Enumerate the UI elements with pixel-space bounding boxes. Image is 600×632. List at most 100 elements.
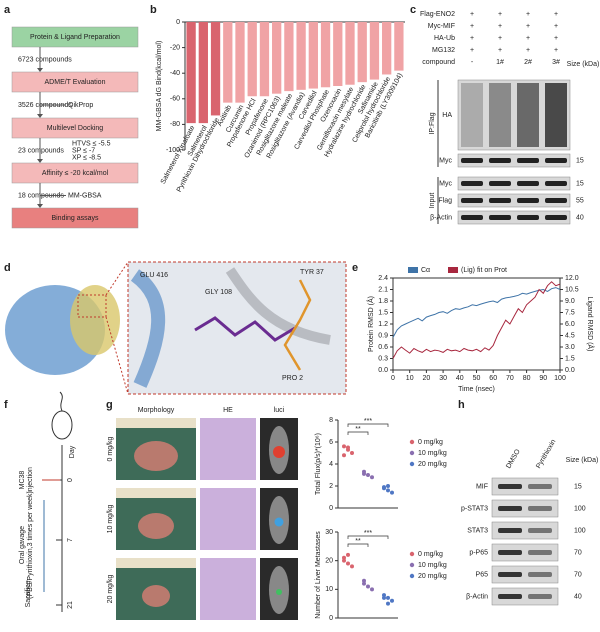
ruler xyxy=(116,418,196,428)
tick-label: 9.0 xyxy=(565,298,575,305)
bar xyxy=(333,22,343,86)
flow-step-label: Multilevel Docking xyxy=(47,125,104,132)
bar xyxy=(345,22,355,85)
point xyxy=(390,490,394,495)
tick-label: 10 xyxy=(406,375,414,382)
bar xyxy=(320,22,331,88)
blot-band xyxy=(489,158,511,163)
blot-row-label: p-STAT3 xyxy=(461,505,488,512)
flow-step-label: ADME/T Evaluation xyxy=(45,79,106,86)
helix xyxy=(130,269,166,388)
tick-label: 0 xyxy=(329,505,333,512)
tick-label: 30 xyxy=(439,375,447,382)
tick-label: 1.5 xyxy=(378,309,388,316)
blot-group-label: IP:Flag xyxy=(429,112,436,134)
legend-marker xyxy=(409,562,415,568)
point xyxy=(386,595,390,600)
blot-band xyxy=(461,181,483,186)
significance-label: ** xyxy=(355,538,361,545)
point xyxy=(342,558,346,563)
blot-row-label: Myc xyxy=(439,180,452,187)
tick-label: 0 xyxy=(329,615,333,622)
lane-mark: + xyxy=(554,47,558,54)
bar xyxy=(296,22,306,90)
blot-strip xyxy=(491,499,559,518)
lane-mark: + xyxy=(470,47,474,54)
point xyxy=(342,453,346,458)
residue-label: GLU 416 xyxy=(140,272,168,279)
flow-step xyxy=(11,207,139,229)
flow-method: MM-GBSA xyxy=(68,192,102,199)
point xyxy=(346,561,350,566)
lane-mark: + xyxy=(554,11,558,18)
tick-label: 7.5 xyxy=(565,309,575,316)
legend-label: (Lig) fit on Prot xyxy=(461,267,507,274)
lane-mark: + xyxy=(498,35,502,42)
liver xyxy=(142,585,170,607)
blot-strip xyxy=(457,153,571,168)
legend-label: Cα xyxy=(421,267,430,274)
timeline-event: Sacrifice xyxy=(25,580,32,607)
blot-band xyxy=(517,181,539,186)
point xyxy=(382,595,386,600)
row-label: 20 mg/kg xyxy=(107,574,114,603)
lane-mark: + xyxy=(470,35,474,42)
flow-arrowhead xyxy=(37,159,43,163)
blot-band xyxy=(517,215,539,220)
legend-marker xyxy=(409,450,415,456)
luci-signal xyxy=(274,517,284,527)
blot-band xyxy=(545,181,567,186)
lane-mark: + xyxy=(554,35,558,42)
blot-smear xyxy=(517,83,539,147)
tick-label: 0.3 xyxy=(378,355,388,362)
tick-label: 2 xyxy=(329,483,333,490)
blot-band xyxy=(461,198,483,203)
mouse-tail xyxy=(59,391,63,412)
lane-mark: + xyxy=(470,23,474,30)
legend-label: 20 mg/kg xyxy=(418,461,447,468)
blot-band xyxy=(528,572,552,577)
significance-bracket xyxy=(347,543,369,547)
blot-row-label: p-P65 xyxy=(469,549,488,556)
significance-bracket xyxy=(347,423,389,427)
flow-arrowhead xyxy=(37,114,43,118)
tick-label: -40 xyxy=(170,70,180,77)
condition-label: HA-Ub xyxy=(434,35,455,42)
tick-label: 1.2 xyxy=(378,321,388,328)
blot-strip xyxy=(491,543,559,562)
blot-strip xyxy=(457,176,571,191)
liver xyxy=(138,513,174,539)
residue-label: TYR 37 xyxy=(300,269,324,276)
tick-label: 0.9 xyxy=(378,332,388,339)
flow-criterion: SP ≤ -7 xyxy=(72,147,95,154)
y-axis-label: Total Flux(p/s)*(10⁶) xyxy=(315,433,322,495)
blot-size: 70 xyxy=(574,571,582,578)
blot-band xyxy=(545,215,567,220)
bar xyxy=(223,22,233,103)
timeline-event: injection xyxy=(27,467,34,493)
blot-row-label: P65 xyxy=(476,571,489,578)
tick-label: 0.0 xyxy=(565,367,575,374)
series-line xyxy=(392,281,561,359)
blot-strip xyxy=(491,521,559,540)
flow-criterion: HTVS ≤ -5.5 xyxy=(72,140,111,147)
blot-band xyxy=(528,594,552,599)
row-label: 0 mg/kg xyxy=(107,436,114,461)
y-axis-label: MM-GBSA dG Bind(kcal/mol) xyxy=(156,41,163,132)
blot-row-label: HA xyxy=(442,112,452,119)
blot-strip xyxy=(491,587,559,606)
tick-label: 60 xyxy=(489,375,497,382)
tick-label: 12.0 xyxy=(565,275,579,282)
tick-label: 0.6 xyxy=(378,344,388,351)
condition-label: Myc-MIF xyxy=(428,23,455,30)
flow-step xyxy=(11,162,139,184)
flow-step-label: Protein & Ligand Preparation xyxy=(30,34,120,41)
residue-label: GLY 108 xyxy=(205,289,232,296)
tick-label: 4 xyxy=(329,461,333,468)
blot-band xyxy=(498,594,522,599)
lane-mark: + xyxy=(498,23,502,30)
lane-mark: + xyxy=(526,11,530,18)
size-header: Size (kDa) xyxy=(567,61,600,68)
